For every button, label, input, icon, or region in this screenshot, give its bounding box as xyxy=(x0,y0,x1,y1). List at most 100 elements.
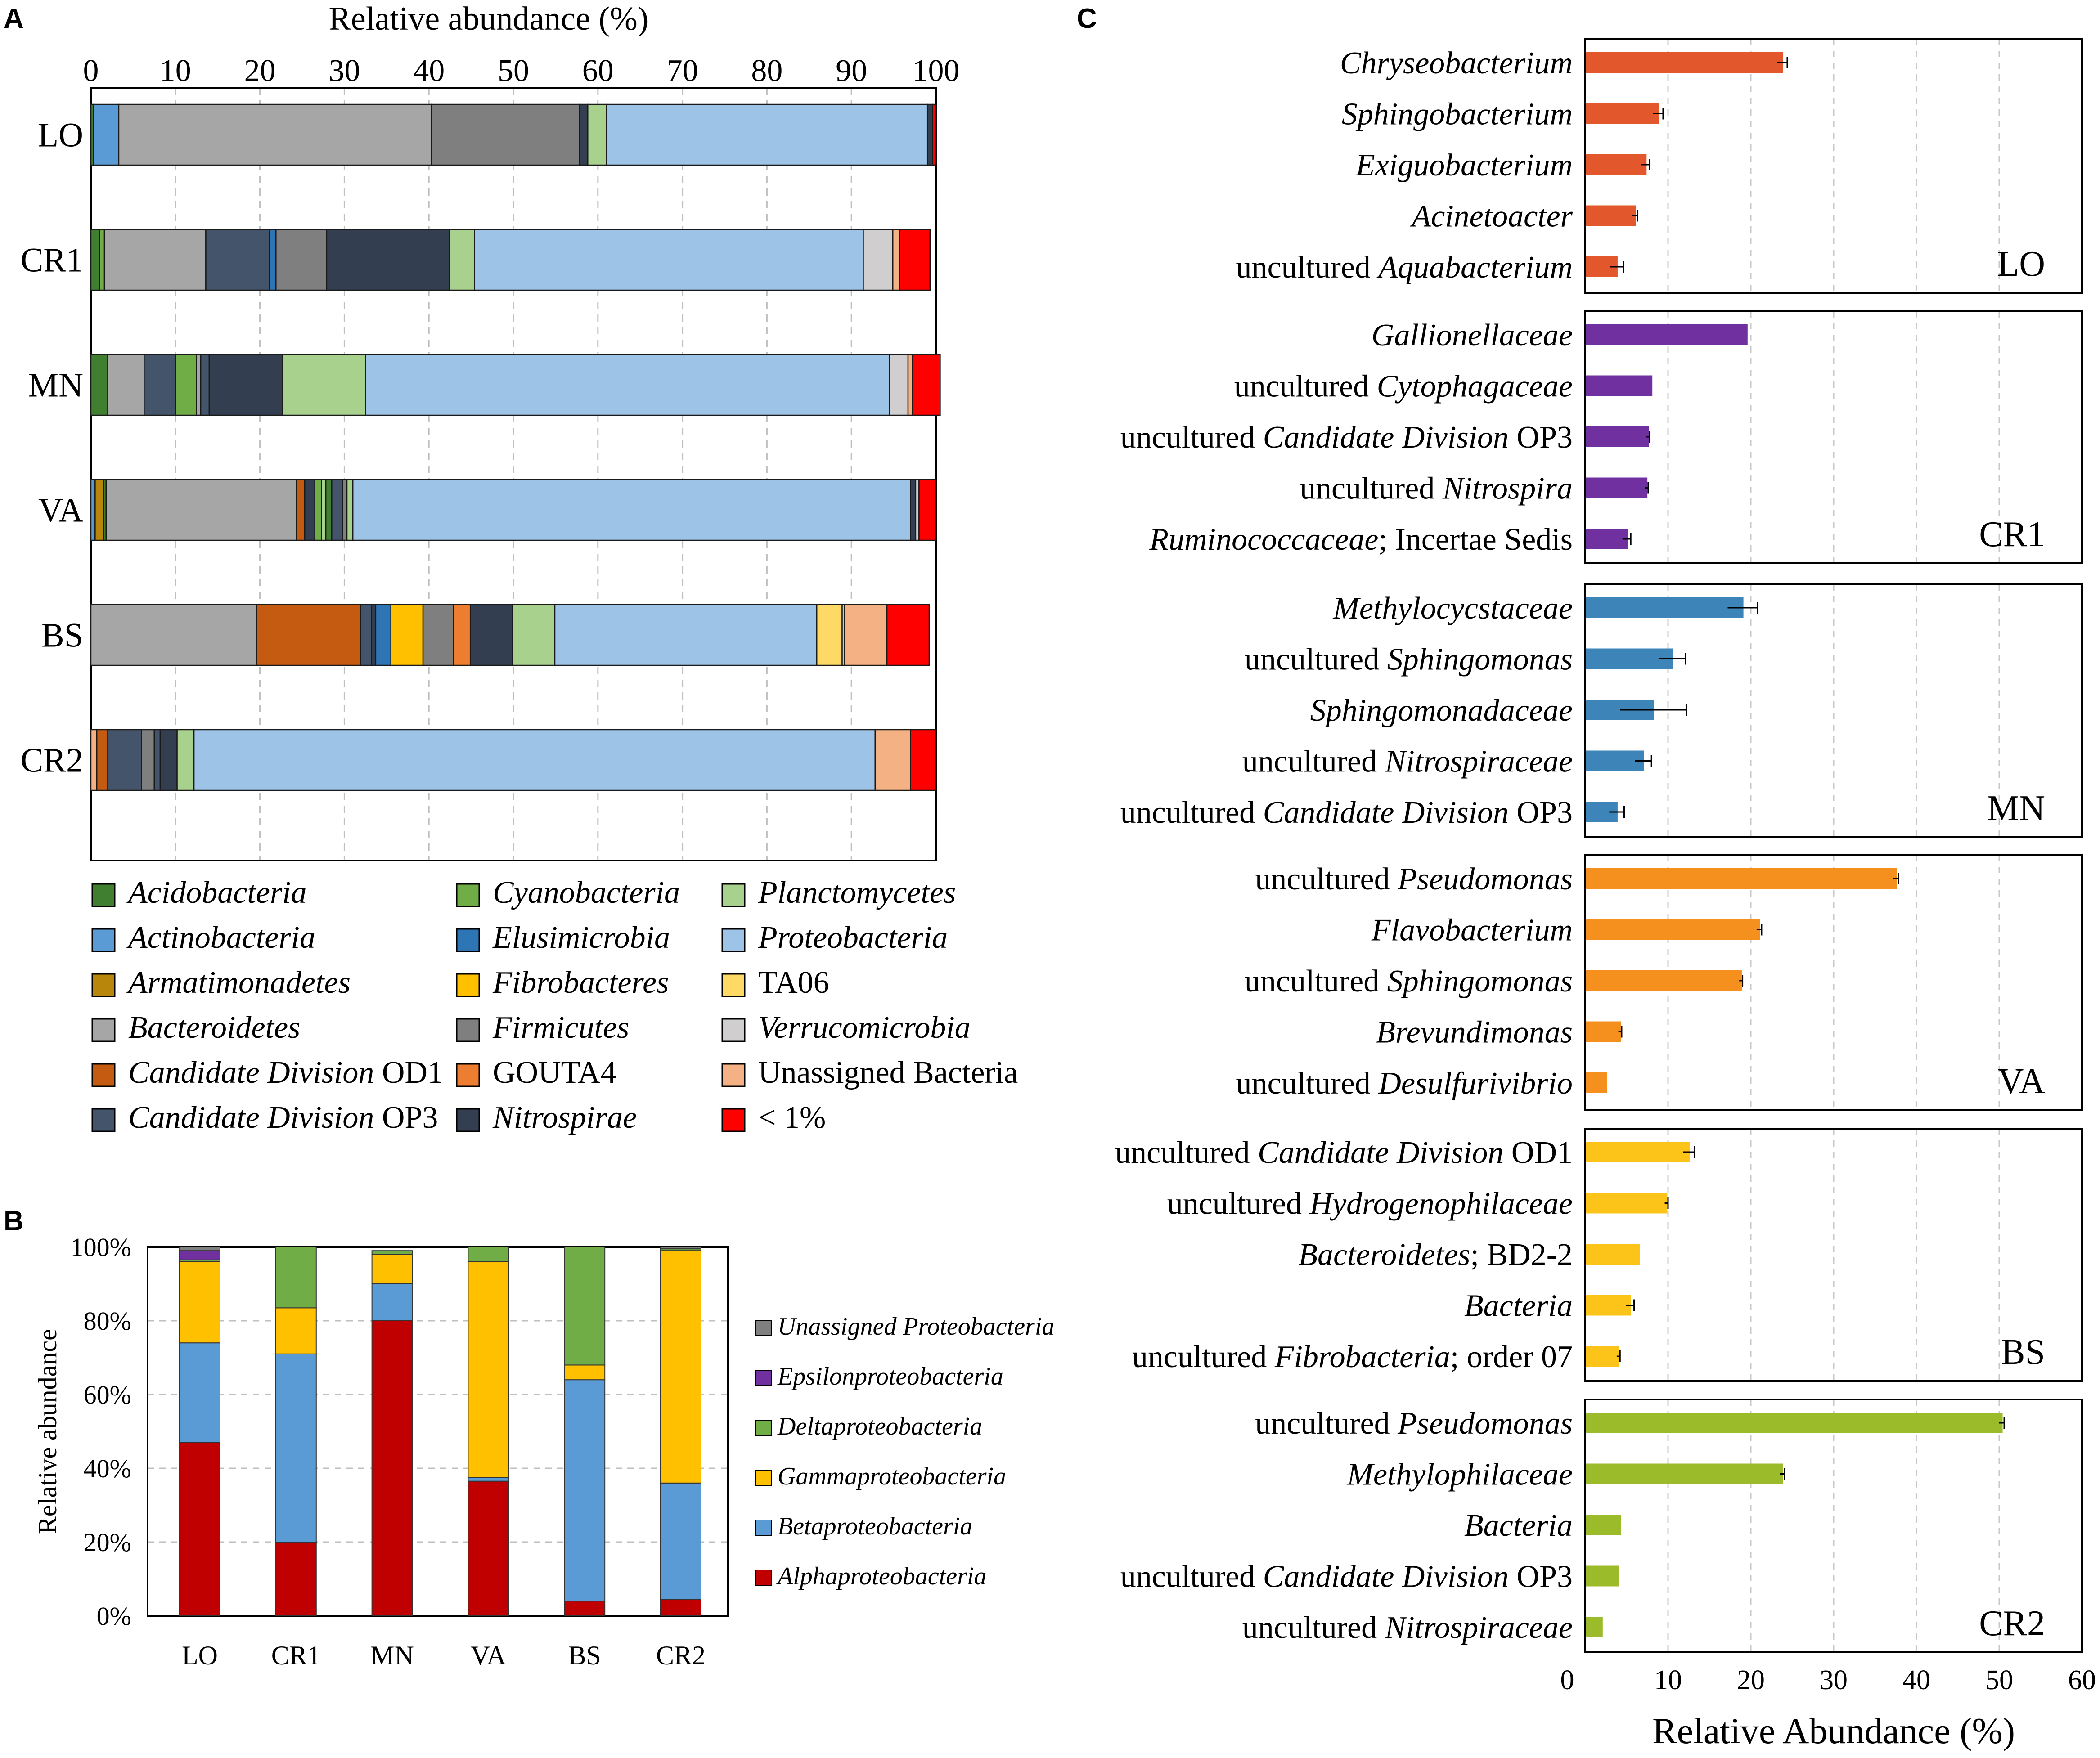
panel-c-bar-lo-sphingobacterium xyxy=(1586,103,1659,124)
panel-b-y-tick: 80% xyxy=(84,1306,131,1336)
panel-a-legend-label-planctomycetes: Planctomycetes xyxy=(758,875,956,910)
panel-a-legend-swatch-proteobacteria xyxy=(721,928,746,952)
panel-a-category-va: VA xyxy=(38,492,83,529)
panel-a-segment-cr1-firmicutes xyxy=(275,229,328,291)
panel-b-segment-bs-alphaproteobacteria xyxy=(564,1601,606,1616)
panel-a-segment-bs-bacteroidetes xyxy=(90,604,257,666)
panel-b-category-va: VA xyxy=(471,1641,506,1670)
panel-a-legend-label-verrucomicrobia: Verrucomicrobia xyxy=(758,1010,971,1045)
panel-c-site-label-mn: MN xyxy=(1987,789,2045,828)
panel-a-x-tick: 40 xyxy=(413,54,445,88)
panel-a-segment-cr2-planctomycetes xyxy=(176,729,195,791)
panel-b-category-cr2: CR2 xyxy=(656,1641,706,1670)
panel-a-x-tick: 20 xyxy=(244,54,276,88)
panel-c-bar-cr2-methylophilaceae xyxy=(1586,1463,1783,1484)
panel-a-legend-swatch-actinobacteria xyxy=(91,928,116,952)
panel-c-group-frame-mn xyxy=(1584,583,2083,838)
panel-a-segment-cr2-candidate-division-od1 xyxy=(96,729,108,791)
panel-a-x-tick: 10 xyxy=(160,54,191,88)
panel-b-segment-mn-gammaproteobacteria xyxy=(371,1254,413,1284)
panel-a-segment-va-proteobacteria xyxy=(352,479,911,541)
panel-b-segment-bs-betaproteobacteria xyxy=(564,1379,606,1602)
panel-c-bar-label-lo-acinetoacter: Acinetoacter xyxy=(1410,199,1573,234)
panel-a-segment-mn-candidate-division-op3 xyxy=(144,354,176,416)
panel-a-segment-cr2-1 xyxy=(910,729,937,791)
panel-a-segment-bs-fibrobacteres xyxy=(390,604,424,666)
panel-b-category-cr1: CR1 xyxy=(271,1641,321,1670)
panel-a-segment-va-nitrospirae xyxy=(304,479,315,541)
panel-a-category-cr2: CR2 xyxy=(21,742,83,780)
panel-a-segment-bs-nitrospirae xyxy=(371,604,377,666)
panel-b-segment-lo-gammaproteobacteria xyxy=(179,1261,220,1344)
panel-a-segment-cr1-bacteroidetes xyxy=(103,229,207,291)
panel-a-category-bs: BS xyxy=(41,617,83,655)
panel-a-segment-va-firmicutes xyxy=(342,479,348,541)
panel-b-legend-swatch-alphaproteobacteria xyxy=(755,1570,772,1586)
panel-a-legend-label-ta06: TA06 xyxy=(758,965,829,1000)
panel-c-group-frame-lo xyxy=(1584,38,2083,294)
panel-c-bar-label-bs-uncultured-candidate-division-od1: uncultured Candidate Division OD1 xyxy=(1115,1135,1573,1170)
panel-a-segment-cr1-candidate-division-op3 xyxy=(205,229,270,291)
panel-a-segment-cr2-candidate-division-op3 xyxy=(107,729,142,791)
panel-b-legend-swatch-unassigned-proteobacteria xyxy=(755,1320,772,1336)
panel-c-bar-bs-uncultured-hydrogenophilaceae xyxy=(1586,1193,1668,1214)
panel-c-letter: C xyxy=(1077,3,1097,34)
panel-c-bar-label-mn-uncultured-candidate-division-op3: uncultured Candidate Division OP3 xyxy=(1120,795,1573,830)
panel-c-bar-cr1-gallionellaceae xyxy=(1586,324,1748,345)
panel-a-legend-swatch-candidate-division-op3 xyxy=(91,1108,116,1132)
panel-b-segment-lo-betaproteobacteria xyxy=(179,1342,220,1443)
panel-b-legend-label-betaproteobacteria: Betaproteobacteria xyxy=(778,1512,972,1540)
panel-b-legend-label-alphaproteobacteria: Alphaproteobacteria xyxy=(776,1562,987,1590)
panel-a-segment-cr1-1 xyxy=(899,229,931,291)
panel-c-bar-cr2-uncultured-candidate-division-op3 xyxy=(1586,1565,1619,1587)
panel-a-segment-cr2-unassigned-bacteria xyxy=(90,729,98,791)
panel-a-segment-cr1-cyanobacteria xyxy=(99,229,105,291)
panel-a-legend-swatch-elusimicrobia xyxy=(456,928,480,952)
panel-a-legend-swatch-ta06 xyxy=(721,973,746,997)
panel-b-category-mn: MN xyxy=(370,1641,414,1670)
panel-a-legend-label-1: < 1% xyxy=(758,1100,826,1135)
panel-b-legend-swatch-epsilonproteobacteria xyxy=(755,1370,772,1386)
panel-a-segment-cr1-unassigned-bacteria xyxy=(892,229,900,291)
panel-a-legend-label-elusimicrobia: Elusimicrobia xyxy=(492,920,670,955)
panel-c-bar-label-bs-bacteroidetes-bd2-2: Bacteroidetes; BD2-2 xyxy=(1298,1238,1573,1272)
panel-c-bar-mn-uncultured-sphingomonas xyxy=(1586,648,1673,669)
panel-a-segment-lo-planctomycetes xyxy=(587,103,607,166)
panel-c-bar-label-cr2-uncultured-candidate-division-op3: uncultured Candidate Division OP3 xyxy=(1120,1560,1573,1594)
panel-c-bar-cr1-uncultured-cytophagaceae xyxy=(1586,375,1653,396)
panel-a-legend-swatch-bacteroidetes xyxy=(91,1018,116,1042)
panel-c-bar-label-va-uncultured-pseudomonas: uncultured Pseudomonas xyxy=(1255,862,1573,897)
panel-c-site-label-bs: BS xyxy=(2001,1332,2045,1372)
panel-b-y-tick: 20% xyxy=(84,1528,131,1557)
panel-a-legend-swatch-fibrobacteres xyxy=(456,973,480,997)
panel-c-bar-bs-bacteria xyxy=(1586,1295,1631,1316)
panel-a-phylum-chart: Relative abundance (%) 0 10 20 30 40 50 60 70 80 9… xyxy=(21,0,1018,1135)
panel-a-segment-bs-candidate-division-od1 xyxy=(256,604,361,666)
panel-a-segment-cr1-proteobacteria xyxy=(474,229,864,291)
panel-c-bar-cr2-bacteria xyxy=(1586,1515,1621,1535)
panel-c-site-label-va: VA xyxy=(1998,1062,2045,1101)
panel-b-segment-cr2-betaproteobacteria xyxy=(660,1482,701,1600)
panel-a-segment-va-planctomycetes xyxy=(321,479,327,541)
panel-b-y-tick: 0% xyxy=(97,1601,131,1631)
panel-b-segment-mn-deltaproteobacteria xyxy=(371,1250,413,1255)
panel-c-group-frame-va xyxy=(1584,854,2083,1111)
panel-a-legend-swatch-candidate-division-od1 xyxy=(91,1063,116,1087)
panel-a-segment-cr1-elusimicrobia xyxy=(269,229,277,291)
panel-a-segment-va-actinobacteria xyxy=(90,479,96,541)
panel-a-segment-mn-bacteroidetes xyxy=(107,354,145,416)
panel-a-axis-title: Relative abundance (%) xyxy=(329,0,649,37)
panel-c-bar-lo-acinetoacter xyxy=(1586,205,1636,226)
panel-b-segment-cr1-deltaproteobacteria xyxy=(275,1247,317,1309)
panel-b-y-tick: 40% xyxy=(84,1454,131,1483)
panel-c-x-tick: 0 xyxy=(1560,1665,1574,1695)
panel-c-bar-label-lo-sphingobacterium: Sphingobacterium xyxy=(1342,97,1573,132)
panel-a-segment-cr2-proteobacteria xyxy=(193,729,876,791)
panel-b-segment-va-deltaproteobacteria xyxy=(468,1247,509,1262)
panel-a-segment-lo-actinobacteria xyxy=(93,103,120,166)
panel-a-legend-swatch-nitrospirae xyxy=(456,1108,480,1132)
panel-b-segment-bs-deltaproteobacteria xyxy=(564,1247,606,1366)
panel-c-x-axis-label: Relative Abundance (%) xyxy=(1652,1710,2015,1751)
panel-b-y-tick: 60% xyxy=(84,1380,131,1409)
panel-a-legend-label-gouta4: GOUTA4 xyxy=(493,1055,616,1090)
